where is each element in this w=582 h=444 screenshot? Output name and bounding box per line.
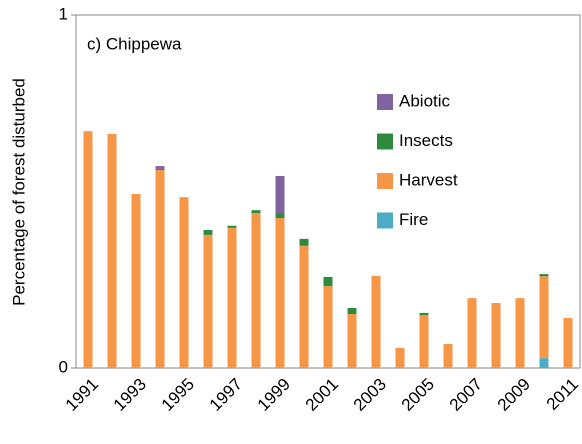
bar-segment [275, 217, 285, 368]
bar-segment [467, 298, 477, 368]
bar-segment [155, 169, 165, 368]
bar-segment [347, 307, 357, 314]
x-tick-label: 2011 [543, 375, 582, 414]
x-tick-label: 1993 [110, 375, 150, 415]
bar-segment [539, 358, 549, 368]
bar-segment [563, 317, 573, 368]
y-tick-label: 1 [59, 4, 68, 23]
bar-segment [275, 213, 285, 218]
x-tick-label: 1999 [254, 375, 294, 415]
bar-segment [251, 213, 261, 368]
y-axis-label: Percentage of forest disturbed [9, 78, 28, 306]
bar-segment [227, 225, 237, 228]
bar-segment [107, 133, 117, 368]
x-tick-label: 2007 [446, 375, 486, 415]
legend-label: Harvest [399, 170, 458, 189]
x-tick-label: 1995 [158, 375, 198, 415]
legend-swatch [377, 94, 393, 110]
bar-segment [419, 312, 429, 316]
legend-label: Insects [399, 131, 453, 150]
bar-segment [419, 315, 429, 368]
legend-label: Abiotic [399, 91, 451, 110]
bar-segment [323, 276, 333, 287]
bar-segment [131, 193, 141, 368]
bar-segment [539, 276, 549, 359]
bar-segment [203, 229, 213, 235]
bar-segment [515, 298, 525, 368]
bar-segment [323, 286, 333, 368]
bar-segment [395, 347, 405, 368]
x-tick-label: 1991 [62, 375, 102, 415]
bar-segment [371, 275, 381, 368]
bar-segment [275, 175, 285, 214]
x-tick-label: 2003 [350, 375, 390, 415]
bar-segment [227, 227, 237, 368]
legend-swatch [377, 133, 393, 150]
y-tick-label: 0 [59, 357, 68, 376]
legend-swatch [377, 173, 393, 189]
bar-segment [299, 238, 309, 246]
bar-segment [155, 166, 165, 169]
bar-segment [251, 210, 261, 214]
bar-segment [443, 343, 453, 368]
bar-segment [491, 303, 501, 368]
legend-label: Fire [399, 210, 428, 229]
bar-segment [155, 168, 165, 170]
bar-segment [83, 131, 93, 368]
x-tick-label: 2005 [398, 375, 438, 415]
bar-segment [539, 274, 549, 277]
bar-segment [299, 245, 309, 368]
bar-segment [347, 313, 357, 368]
bar-segment [203, 234, 213, 368]
chart-title: c) Chippewa [87, 34, 182, 53]
x-tick-label: 1997 [206, 375, 246, 415]
legend-swatch [377, 212, 393, 229]
bar-segment [179, 197, 189, 368]
x-tick-label: 2009 [494, 375, 534, 415]
x-tick-label: 2001 [302, 375, 342, 415]
